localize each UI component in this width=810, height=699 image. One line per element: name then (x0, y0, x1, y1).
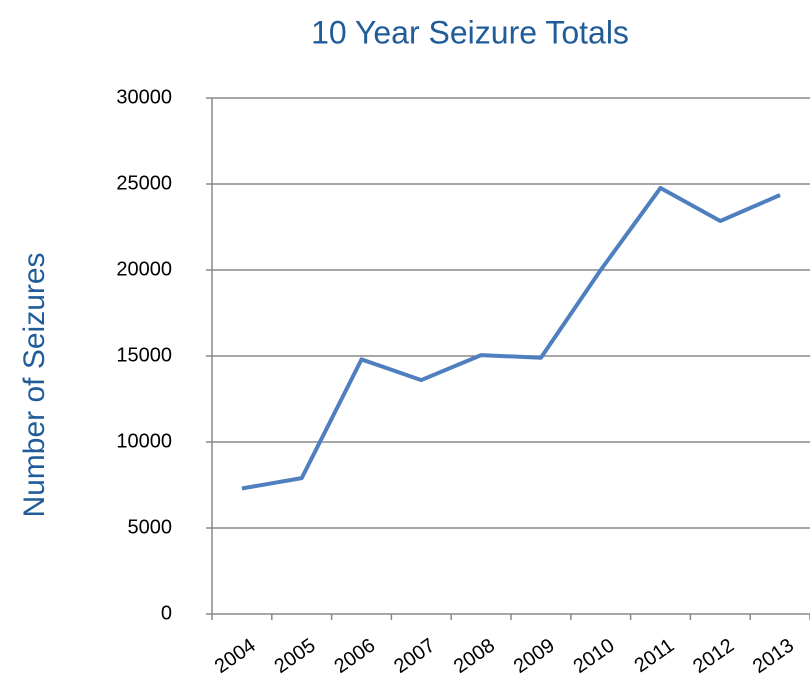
y-tick-label: 30000 (116, 86, 172, 108)
y-tick-label: 25000 (116, 172, 172, 194)
y-tick-label: 20000 (116, 258, 172, 280)
x-tick-label: 2013 (749, 634, 798, 678)
x-tick-label: 2009 (510, 634, 559, 678)
x-tick-label: 2005 (271, 634, 320, 678)
y-tick-label: 10000 (116, 430, 172, 452)
x-tick-label: 2012 (689, 634, 738, 678)
y-tick-label: 15000 (116, 344, 172, 366)
y-tick-label: 0 (161, 602, 172, 624)
y-axis-label: Number of Seizures (18, 252, 51, 517)
x-tick-label: 2008 (450, 634, 499, 678)
y-tick-label: 5000 (128, 516, 173, 538)
x-tick-label: 2007 (390, 634, 439, 678)
x-tick-label: 2010 (570, 634, 619, 678)
x-tick-label: 2006 (330, 634, 379, 678)
data-line (241, 185, 781, 491)
x-tick-label: 2011 (631, 634, 679, 677)
chart-title: 10 Year Seizure Totals (311, 14, 629, 50)
x-tick-label: 2004 (211, 634, 260, 678)
